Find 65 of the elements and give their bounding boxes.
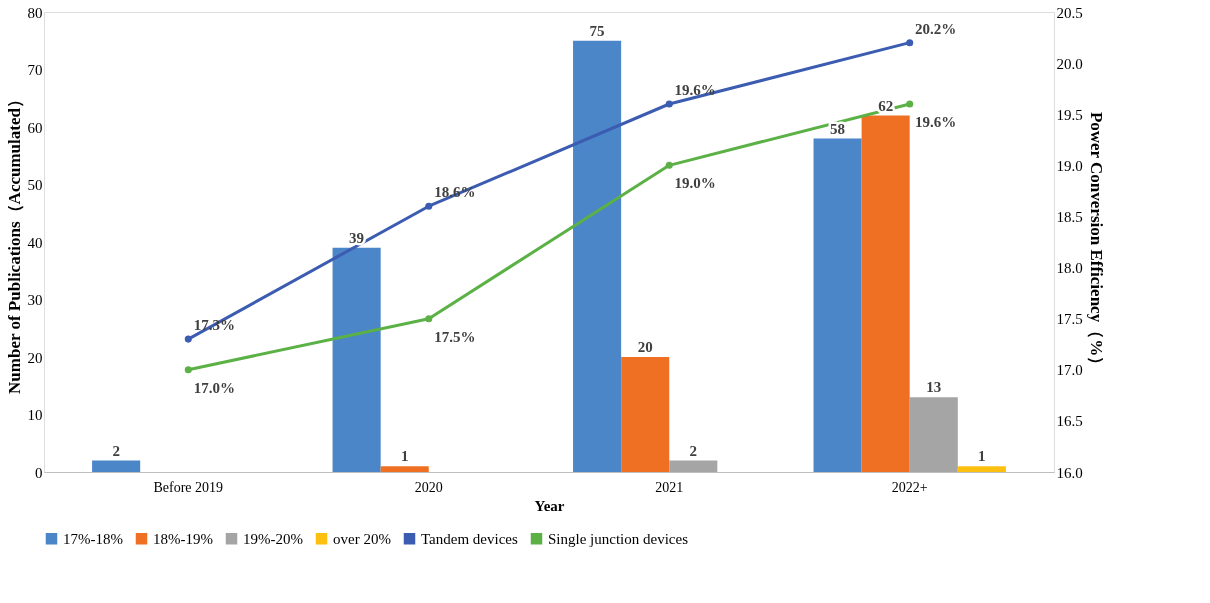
y-tick-label: 70 [27,62,43,78]
y2-tick-label: 17.5 [1056,311,1083,328]
legend-label: over 20% [333,530,391,547]
legend-label: 19%-20% [243,530,303,547]
y-axis-title: Number of Publications（Accumulated） [4,91,24,394]
x-tick-label: 2021 [655,479,684,495]
y2-tick-label: 20.5 [1056,4,1083,21]
data-label: 19.6% [674,82,716,98]
y-tick-label: 20 [27,349,43,366]
data-label: 58 [830,120,846,137]
point [425,315,433,323]
y-tick-label: 0 [35,464,43,481]
bar [332,247,381,472]
point [906,100,914,108]
x-tick-label: 2020 [414,479,443,495]
data-label: 1 [400,448,409,465]
data-label: 1 [978,448,986,465]
data-label: 13 [926,379,942,396]
data-label: 19.6% [915,114,957,130]
bar [813,138,862,472]
y2-tick-label: 18.0 [1056,260,1083,277]
data-label: 20 [637,339,653,355]
y2-tick-label: 16.0 [1056,464,1083,481]
point [665,100,673,108]
legend-label: 18%-19% [153,530,213,547]
x-tick-label: 2022+ [891,479,928,495]
y2-tick-label: 19.0 [1056,157,1083,174]
y-tick-label: 50 [27,177,43,193]
data-label: 19.0% [674,175,716,192]
point [184,335,192,343]
data-label: 2 [112,442,120,459]
data-label: 39 [349,229,365,246]
y-tick-label: 40 [27,234,43,251]
bar [861,115,910,472]
y2-axis-title: Power Conversion Efficiency（%） [1086,111,1106,374]
bar [92,460,141,472]
bar [380,466,429,472]
y-tick-label: 30 [27,292,43,308]
y-tick-label: 10 [27,407,43,423]
x-tick-label: Before 2019 [153,479,224,495]
bar [621,357,670,472]
point [906,39,914,47]
legend-label: Tandem devices [421,530,518,547]
y2-tick-label: 18.5 [1056,208,1083,225]
y-tick-label: 60 [27,119,43,136]
data-label: 2 [689,442,698,459]
point [425,202,433,210]
y2-tick-label: 16.5 [1056,413,1083,430]
point [184,366,192,374]
y-tick-label: 80 [27,4,43,21]
point [665,161,673,169]
data-label: 17.0% [193,379,235,396]
y2-tick-label: 19.5 [1056,106,1083,123]
legend-label: Single junction devices [548,530,689,547]
data-label: 17.5% [434,328,476,345]
legend-label: 17%-18% [63,530,123,547]
data-label: 75 [589,22,605,39]
bar [669,460,718,472]
y2-tick-label: 17.0 [1056,362,1083,379]
y2-tick-label: 20.0 [1056,55,1083,72]
bar [573,40,622,472]
data-label: 20.2% [915,20,957,37]
bar [957,466,1006,472]
x-axis-title: Year [534,497,565,514]
bar [909,397,958,472]
